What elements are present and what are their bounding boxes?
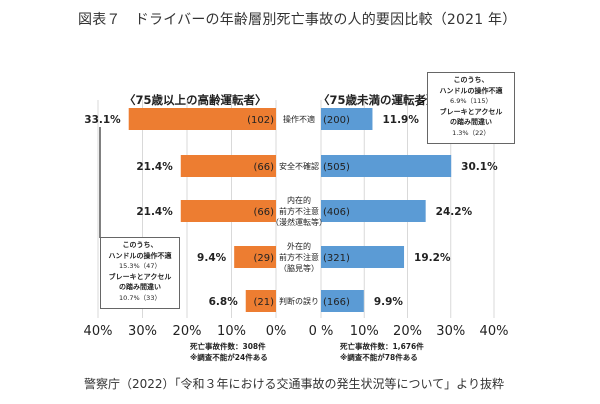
left-footnote-line: ※調査不能が24件ある [190,353,268,362]
right-note-line: ブレーキとアクセル [439,107,503,116]
bar-right [321,290,364,312]
right-note-line: このうち、 [453,76,489,84]
count-label-left: (66) [253,162,274,173]
bar-left [128,108,276,130]
right-note-line: ハンドルの操作不適 [439,86,503,95]
value-label-right: 30.1% [461,161,498,173]
count-label-right: (321) [323,253,350,264]
tick-label-left: 40% [84,324,113,339]
left-footnote-line: 死亡事故件数：308件 [190,342,266,351]
bar-left [234,246,276,268]
category-label: 操作不適 [283,114,315,124]
count-label-left: (21) [253,297,274,308]
left-note-line: 15.3%（47） [119,262,161,270]
right-note-box: このうち、 ハンドルの操作不適 6.9%（115） ブレーキとアクセル の踏み間… [427,72,515,144]
left-note-line: ブレーキとアクセル [108,272,172,281]
left-panel-title: 〈75歳以上の高齢運転者〉 [124,93,267,107]
left-note-line: 10.7%（33） [119,293,161,302]
category-label: （脇見等） [279,263,319,273]
category-label: 安全不確認 [279,161,319,171]
tick-label-right: 30% [436,324,465,339]
tick-label-left: 20% [173,324,202,339]
tick-label-right: 10% [350,324,379,339]
right-footnote-line: ※調査不能が78件ある [340,353,418,362]
tick-label-left: 30% [128,324,157,339]
bar-right [321,200,426,222]
count-label-left: (29) [253,253,274,264]
right-note-line: の踏み間違い [450,118,492,126]
tick-label-right: 40% [480,324,509,339]
bar-right [321,246,405,268]
category-label: 判断の誤り [279,296,319,306]
tick-label-left: 10% [217,324,246,339]
value-label-right: 11.9% [382,114,419,126]
value-label-left: 21.4% [136,206,173,218]
category-label: 内在的 [287,195,311,205]
category-label: 外在的 [287,241,311,251]
category-label: 前方不注意 [279,206,319,216]
bar-left [245,290,276,312]
bar-left [180,155,276,177]
tick-label-right: 20% [393,324,422,339]
category-label: 前方不注意 [279,252,319,262]
count-label-right: (505) [323,162,350,173]
left-note-line: の踏み間違い [119,283,161,291]
right-note-line: 6.9%（115） [450,97,492,105]
right-footnote-line: 死亡事故件数：1,676件 [340,342,424,351]
value-label-right: 9.9% [374,296,404,308]
left-note-line: このうち、 [122,241,158,249]
count-label-left: (102) [247,115,274,126]
right-note-connector [415,97,429,107]
tick-label-right: 0 % [309,324,334,339]
figure-title: 図表７ ドライバーの年齢層別死亡事故の人的要因比較（2021 年） [78,12,517,28]
source-citation: 警察庁（2022）「令和３年における交通事故の発生状況等について」より抜粋 [84,377,504,391]
category-label: （漫然運転等） [271,217,327,227]
bar-left [180,200,276,222]
value-label-right: 24.2% [436,206,473,218]
right-note-line: 1.3%（22） [452,128,490,137]
tick-label-left: 0% [266,324,287,339]
value-label-left: 33.1% [84,114,121,126]
count-label-left: (66) [253,207,274,218]
bar-right [321,155,452,177]
count-label-right: (166) [323,297,350,308]
value-label-left: 6.8% [209,296,239,308]
value-label-left: 9.4% [197,252,227,264]
value-label-left: 21.4% [136,161,173,173]
count-label-right: (406) [323,207,350,218]
right-footnote: 死亡事故件数：1,676件 ※調査不能が78件ある [340,341,424,363]
value-label-right: 19.2% [414,252,451,264]
left-note-line: ハンドルの操作不適 [108,251,172,260]
left-footnote: 死亡事故件数：308件 ※調査不能が24件ある [190,341,268,363]
bar-right [321,108,373,130]
count-label-right: (200) [323,115,350,126]
left-note-box: このうち、 ハンドルの操作不適 15.3%（47） ブレーキとアクセル の踏み間… [100,237,180,309]
